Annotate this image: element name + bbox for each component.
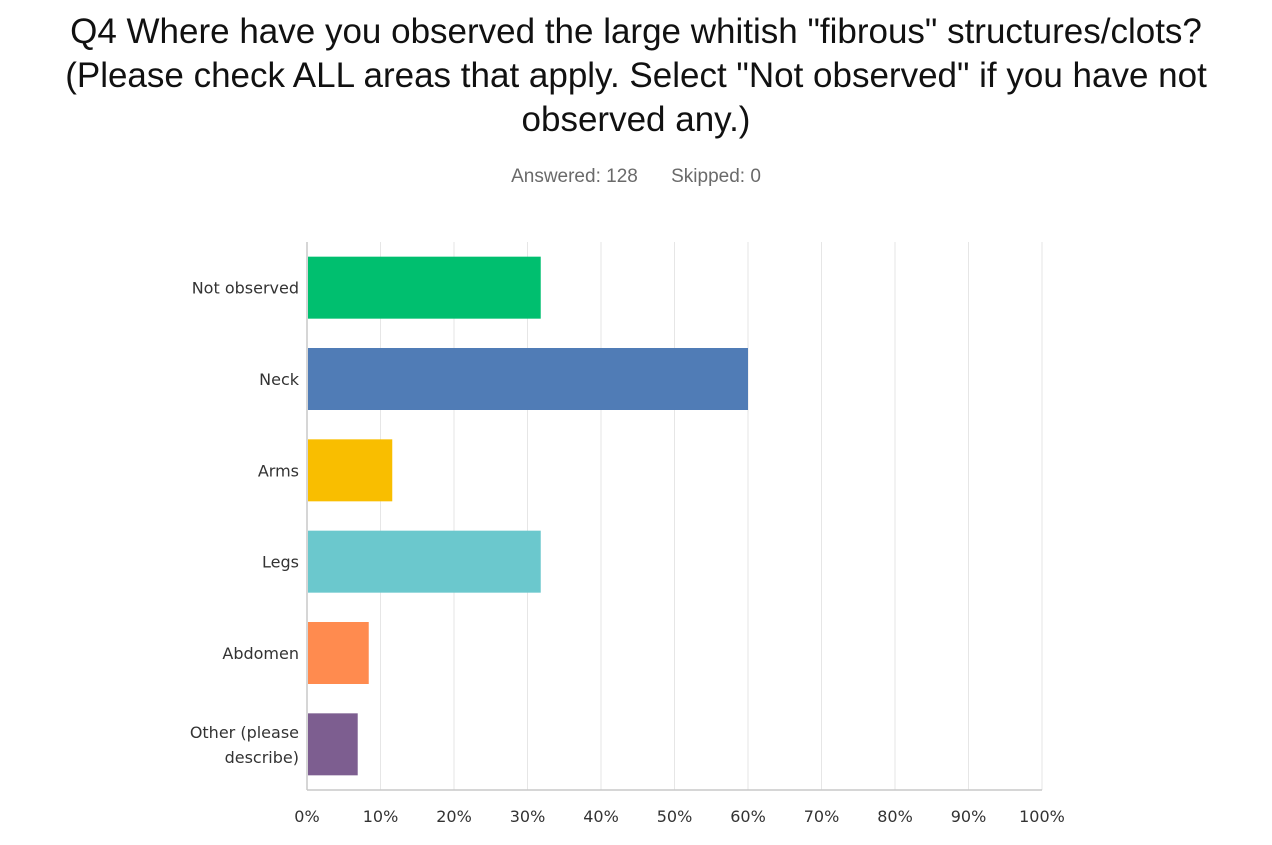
tick-label: 50% — [657, 807, 693, 826]
category-label: Arms — [258, 461, 299, 480]
skipped-count: Skipped: 0 — [671, 166, 761, 187]
tick-label: 40% — [583, 807, 619, 826]
category-label: Legs — [262, 553, 299, 572]
tick-label: 80% — [877, 807, 913, 826]
bar — [308, 439, 393, 502]
tick-label: 60% — [730, 807, 766, 826]
tick-label: 10% — [363, 807, 399, 826]
response-summary: Answered: 128 Skipped: 0 — [0, 166, 1272, 188]
tick-label: 100% — [1019, 807, 1065, 826]
tick-label: 30% — [510, 807, 546, 826]
category-label: Other (please describe) — [190, 723, 299, 767]
title-line-1: Q4 Where have you observed the large whi… — [70, 12, 1202, 51]
answered-count: Answered: 128 — [511, 166, 638, 187]
bar — [308, 530, 541, 593]
axis — [306, 242, 1042, 791]
tick-label: 70% — [804, 807, 840, 826]
title-line-2: (Please check ALL areas that apply. Sele… — [65, 56, 1207, 95]
category-labels: Not observed Neck Arms Legs Abdomen Other (pl… — [190, 279, 300, 767]
bar — [308, 622, 369, 684]
tick-label: 0% — [294, 807, 319, 826]
bar — [308, 256, 541, 319]
category-label: Not observed — [192, 279, 299, 298]
category-label: Abdomen — [222, 644, 299, 663]
title-line-3: observed any.) — [521, 100, 751, 139]
chart-title: Q4 Where have you observed the large whi… — [0, 10, 1272, 142]
bar — [308, 713, 358, 776]
tick-label: 20% — [436, 807, 472, 826]
tick-labels: 0% 10% 20% 30% 40% 50% 60% 70% 80% 90% 100% — [294, 807, 1065, 826]
bars — [308, 256, 748, 776]
tick-label: 90% — [951, 807, 987, 826]
grid-lines — [380, 242, 1043, 790]
bar — [308, 348, 748, 410]
category-label: Neck — [259, 370, 300, 389]
